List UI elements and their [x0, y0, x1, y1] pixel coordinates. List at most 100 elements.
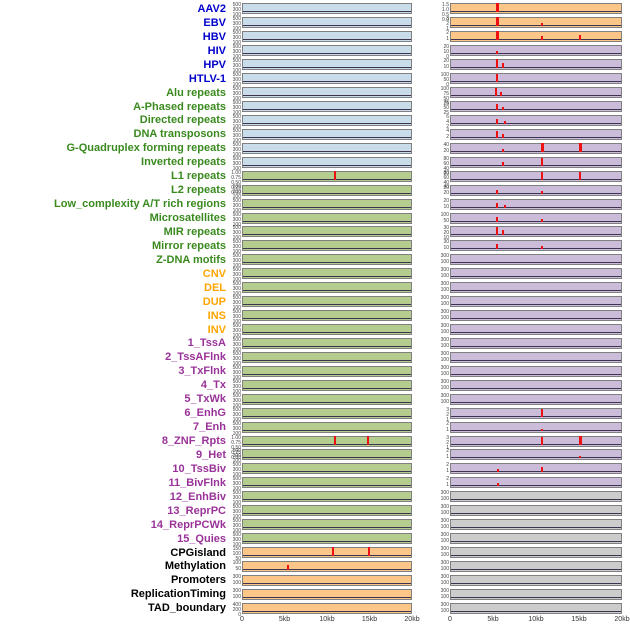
track-panel-left	[242, 463, 412, 475]
signal-baseline	[243, 53, 411, 55]
y-tick-label: 60	[443, 174, 449, 181]
track-panel-right	[450, 170, 622, 182]
signal-baseline	[451, 150, 621, 152]
row-label: 15_Quies	[177, 532, 226, 545]
track-panel-left	[242, 198, 412, 210]
track-panel-left	[242, 505, 412, 517]
signal-baseline	[243, 610, 411, 612]
signal-baseline	[451, 415, 621, 417]
y-tick-label: 300	[232, 146, 241, 153]
y-tick-label: 500	[232, 197, 241, 204]
y-axis-ticks: 500 300 100	[226, 505, 242, 520]
signal-spike	[495, 88, 498, 97]
track-panel-left	[242, 379, 412, 391]
y-tick-label: 100	[440, 86, 449, 93]
track-row: 6_EnhG 500 300 100 3 2 1	[0, 406, 630, 422]
row-label: 8_ZNF_Rpts	[161, 435, 226, 448]
y-tick-label: 500	[232, 100, 241, 107]
signal-baseline	[451, 318, 621, 320]
row-label: 11_BivFlnk	[168, 476, 226, 489]
signal-baseline	[451, 457, 621, 459]
track-panel-left	[242, 3, 412, 15]
track-row: 5_TxWk 500 300 100 300 100	[0, 392, 630, 408]
track-panel-right	[450, 379, 622, 391]
signal-spike	[579, 456, 582, 459]
y-axis-ticks: 80 60 40 20	[434, 170, 450, 190]
track-row: CPGisland 150 100 50 300 100	[0, 546, 630, 562]
y-tick-label: 100	[232, 388, 241, 395]
signal-baseline	[451, 234, 621, 236]
y-tick-label: 0.5	[442, 12, 449, 19]
track-row: DUP 500 300 100 300 100	[0, 295, 630, 311]
y-tick-label: 500	[232, 490, 241, 497]
y-axis-ticks: 80 60 40 20	[434, 156, 450, 176]
y-tick-label: 1	[446, 444, 449, 451]
track-row: Low_complexity A/T rich regions 500 300 100…	[0, 197, 630, 213]
track-panel-left	[242, 602, 412, 614]
signal-spike	[286, 564, 289, 570]
signal-spike	[496, 31, 500, 41]
signal-spike	[496, 74, 499, 83]
track-row: 4_Tx 500 300 100 300 100	[0, 378, 630, 395]
y-axis-ticks: 500 300 100	[226, 337, 242, 352]
y-tick-label: 100	[232, 319, 241, 326]
signal-spike	[541, 157, 544, 166]
row-label: L2 repeats	[170, 184, 226, 197]
track-row: 14_ReprPCWk 500 300 100 300 100	[0, 518, 630, 534]
y-tick-label: 300	[440, 350, 449, 357]
y-axis-ticks: 500 300 100	[226, 519, 242, 534]
track-panel-right	[450, 449, 622, 461]
track-panel-left	[242, 156, 412, 168]
signal-baseline	[451, 443, 621, 445]
y-axis-ticks: 300 100	[434, 547, 450, 558]
y-tick-label: 30	[443, 225, 449, 232]
x-tick-label: 0	[448, 616, 452, 624]
row-label: AAV2	[197, 2, 226, 15]
y-tick-label: 1	[446, 36, 449, 43]
y-tick-label: 300	[232, 453, 241, 460]
y-tick-label: 100	[440, 607, 449, 614]
track-panel-right	[450, 73, 622, 85]
signal-baseline	[451, 178, 621, 180]
track-panel-right	[450, 477, 622, 489]
y-tick-label: 20	[443, 58, 449, 65]
row-label: INV	[207, 323, 226, 336]
signal-baseline	[243, 555, 411, 557]
y-tick-label: 300	[232, 467, 241, 474]
y-axis-ticks: 500 300 100	[226, 268, 242, 283]
signal-baseline	[451, 304, 621, 306]
track-panel-right	[450, 142, 622, 154]
y-axis-ticks: 300 100	[434, 588, 450, 600]
y-tick-label: 500	[232, 462, 241, 469]
y-tick-label: 100	[232, 123, 241, 130]
y-tick-label: 1.00	[231, 169, 241, 176]
track-panel-right	[450, 588, 622, 600]
y-tick-label: 100	[232, 514, 241, 521]
row-label: 2_TssAFlnk	[165, 351, 226, 364]
track-panel-right	[450, 226, 622, 238]
y-axis-ticks: 20 10 0	[434, 45, 450, 60]
row-label: Low_complexity A/T rich regions	[54, 198, 226, 211]
x-tick-label: 5kb	[487, 616, 499, 624]
row-label: Methylation	[164, 560, 226, 573]
y-axis-ticks: 300 100	[434, 337, 450, 349]
signal-baseline	[451, 95, 621, 97]
y-tick-label: 50	[443, 105, 449, 112]
row-label: INS	[207, 309, 226, 322]
y-tick-label: 100	[232, 96, 241, 103]
track-row: EBV 500 300 100 3 2 1	[0, 16, 630, 32]
signal-spike	[502, 230, 504, 236]
y-tick-label: 300	[440, 364, 449, 371]
track-panel-left	[242, 17, 412, 29]
signal-spike	[496, 469, 499, 473]
signal-baseline	[451, 485, 621, 487]
track-panel-right	[450, 574, 622, 586]
y-tick-label: 300	[232, 91, 241, 98]
track-panel-left	[242, 519, 412, 531]
x-tick-label: 15kb	[571, 616, 587, 624]
y-tick-label: 4	[446, 127, 449, 134]
